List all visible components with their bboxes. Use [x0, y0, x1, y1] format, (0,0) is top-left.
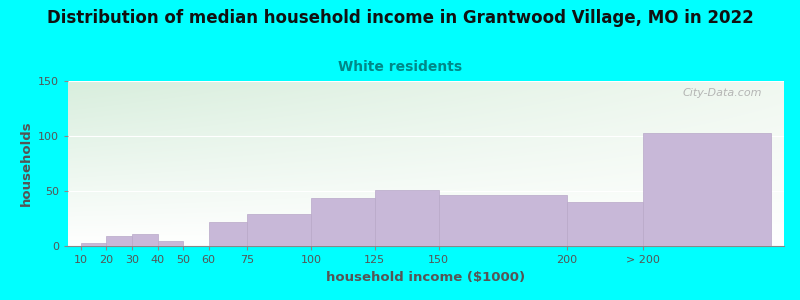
Bar [438, 195, 566, 246]
Bar [132, 234, 158, 246]
X-axis label: household income ($1000): household income ($1000) [326, 271, 526, 284]
Bar [106, 236, 132, 246]
Y-axis label: households: households [19, 121, 33, 206]
Bar [311, 198, 375, 246]
Text: Distribution of median household income in Grantwood Village, MO in 2022: Distribution of median household income … [46, 9, 754, 27]
Bar [643, 133, 771, 246]
Bar [375, 190, 438, 246]
Text: City-Data.com: City-Data.com [683, 88, 762, 98]
Bar [158, 241, 183, 246]
Bar [566, 202, 643, 246]
Bar [81, 243, 106, 246]
Text: White residents: White residents [338, 60, 462, 74]
Bar [247, 214, 311, 246]
Bar [209, 222, 247, 246]
